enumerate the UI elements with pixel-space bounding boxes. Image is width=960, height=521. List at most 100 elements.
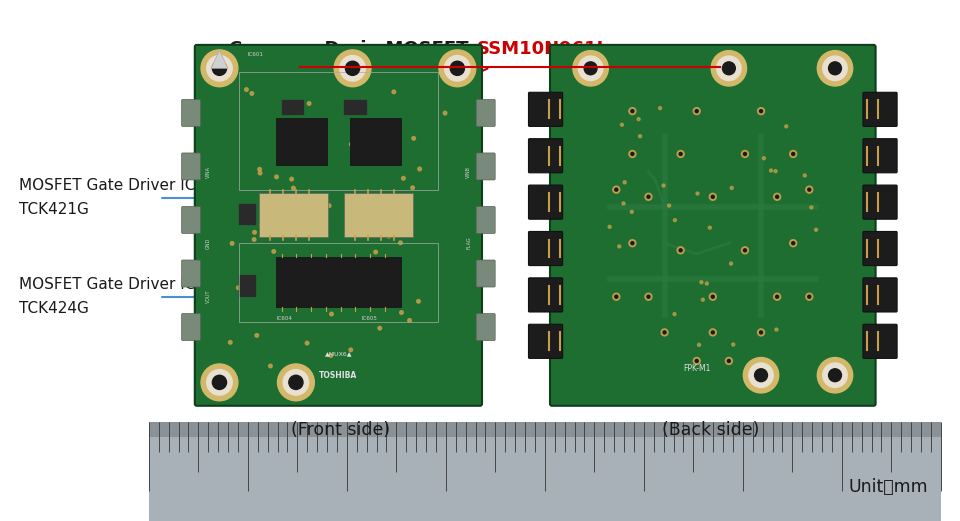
Circle shape (578, 56, 603, 81)
FancyBboxPatch shape (258, 193, 327, 237)
Bar (239, 243, 438, 321)
Circle shape (762, 157, 765, 160)
Circle shape (807, 188, 811, 191)
Circle shape (732, 343, 734, 346)
Circle shape (638, 135, 641, 138)
Text: TCK421G: TCK421G (19, 203, 89, 217)
Circle shape (629, 240, 636, 246)
Circle shape (283, 369, 309, 395)
Circle shape (201, 50, 238, 86)
Circle shape (647, 195, 650, 199)
Circle shape (401, 177, 405, 180)
FancyBboxPatch shape (476, 206, 495, 233)
Circle shape (804, 174, 806, 177)
FancyBboxPatch shape (529, 92, 563, 127)
Circle shape (228, 341, 232, 344)
Circle shape (828, 369, 841, 382)
Circle shape (790, 240, 797, 246)
FancyBboxPatch shape (195, 45, 482, 406)
Circle shape (726, 357, 732, 365)
Bar (239, 204, 256, 225)
Circle shape (324, 302, 327, 305)
Circle shape (759, 331, 762, 334)
Circle shape (329, 312, 333, 316)
Circle shape (260, 223, 263, 227)
Circle shape (382, 277, 386, 281)
Circle shape (617, 245, 621, 248)
Circle shape (206, 56, 232, 81)
Circle shape (776, 195, 779, 199)
Polygon shape (211, 51, 228, 68)
FancyBboxPatch shape (863, 139, 897, 173)
Circle shape (298, 260, 300, 264)
Circle shape (255, 333, 258, 337)
Circle shape (792, 242, 795, 245)
Circle shape (370, 131, 372, 135)
Text: IC601: IC601 (248, 52, 264, 56)
Circle shape (828, 62, 841, 75)
Circle shape (708, 226, 711, 229)
Circle shape (367, 208, 371, 212)
Circle shape (817, 357, 852, 393)
Text: SSM10N961L: SSM10N961L (477, 41, 609, 58)
Circle shape (614, 295, 618, 298)
Circle shape (387, 234, 391, 238)
Circle shape (814, 228, 818, 231)
Circle shape (696, 192, 699, 195)
Circle shape (411, 186, 415, 190)
Circle shape (711, 295, 714, 298)
Text: FPK-M1: FPK-M1 (683, 364, 710, 373)
FancyBboxPatch shape (863, 185, 897, 219)
Circle shape (631, 210, 634, 213)
Circle shape (378, 326, 381, 330)
Text: (Front side): (Front side) (291, 421, 391, 439)
Circle shape (730, 262, 732, 265)
Text: TOSHIBA: TOSHIBA (320, 371, 357, 380)
Circle shape (631, 242, 634, 245)
Circle shape (695, 359, 698, 363)
FancyBboxPatch shape (863, 324, 897, 358)
Circle shape (290, 177, 294, 181)
Circle shape (252, 238, 256, 241)
Circle shape (444, 56, 470, 81)
Circle shape (702, 298, 705, 301)
Circle shape (647, 295, 650, 298)
Circle shape (399, 311, 403, 314)
Circle shape (679, 249, 683, 252)
Circle shape (277, 364, 314, 401)
FancyBboxPatch shape (529, 185, 563, 219)
Circle shape (329, 354, 333, 357)
FancyBboxPatch shape (181, 314, 201, 341)
Circle shape (749, 363, 773, 388)
Bar (149, 422, 941, 521)
Circle shape (418, 167, 421, 171)
Circle shape (823, 56, 848, 81)
Circle shape (728, 359, 731, 363)
Circle shape (731, 187, 733, 190)
Circle shape (608, 226, 612, 228)
Circle shape (212, 61, 227, 76)
Circle shape (662, 184, 665, 187)
Circle shape (349, 142, 353, 146)
Circle shape (212, 375, 227, 389)
Bar (239, 275, 256, 297)
Bar (344, 101, 367, 115)
Circle shape (757, 108, 764, 115)
Circle shape (584, 62, 597, 75)
Bar (239, 72, 438, 190)
Circle shape (673, 219, 677, 221)
Circle shape (573, 51, 609, 86)
Text: TCK424G: TCK424G (19, 302, 89, 316)
Circle shape (667, 204, 671, 207)
Circle shape (774, 293, 780, 300)
Circle shape (679, 153, 683, 155)
Circle shape (807, 295, 811, 298)
Circle shape (695, 109, 698, 113)
Circle shape (245, 88, 249, 91)
FancyBboxPatch shape (476, 100, 495, 127)
Circle shape (805, 293, 813, 300)
FancyBboxPatch shape (863, 92, 897, 127)
Circle shape (805, 186, 813, 193)
Circle shape (252, 230, 256, 234)
Circle shape (612, 186, 620, 193)
